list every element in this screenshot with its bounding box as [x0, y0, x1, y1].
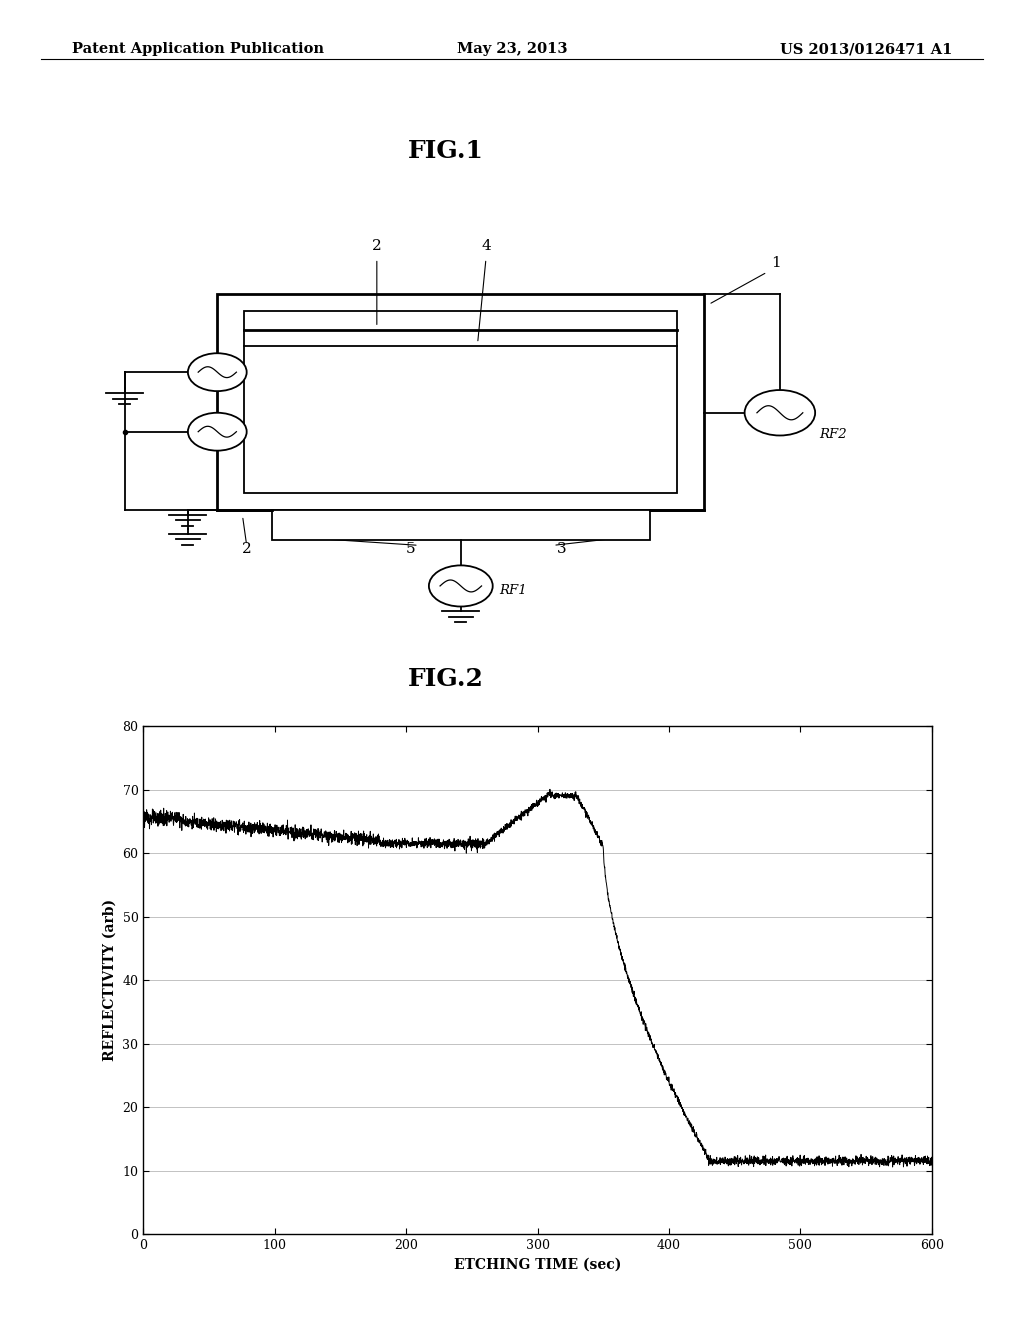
Y-axis label: REFLECTIVITY (arb): REFLECTIVITY (arb) — [103, 899, 117, 1061]
Text: RF2: RF2 — [819, 428, 847, 441]
X-axis label: ETCHING TIME (sec): ETCHING TIME (sec) — [454, 1258, 622, 1271]
Circle shape — [188, 413, 247, 450]
Bar — [217, 294, 705, 511]
Text: May 23, 2013: May 23, 2013 — [457, 42, 567, 57]
Bar — [244, 312, 678, 492]
Text: 3: 3 — [557, 543, 566, 557]
Text: 4: 4 — [481, 239, 490, 253]
Circle shape — [188, 354, 247, 391]
Text: FIG.1: FIG.1 — [408, 139, 483, 162]
Text: 2: 2 — [372, 239, 382, 253]
Text: 2: 2 — [242, 543, 252, 557]
Text: 5: 5 — [406, 543, 415, 557]
Text: Patent Application Publication: Patent Application Publication — [72, 42, 324, 57]
Text: 1: 1 — [771, 256, 780, 269]
Text: FIG.2: FIG.2 — [408, 667, 483, 690]
Text: RF1: RF1 — [500, 583, 527, 597]
Text: US 2013/0126471 A1: US 2013/0126471 A1 — [780, 42, 952, 57]
Circle shape — [744, 389, 815, 436]
Circle shape — [429, 565, 493, 606]
Bar — [272, 511, 650, 540]
